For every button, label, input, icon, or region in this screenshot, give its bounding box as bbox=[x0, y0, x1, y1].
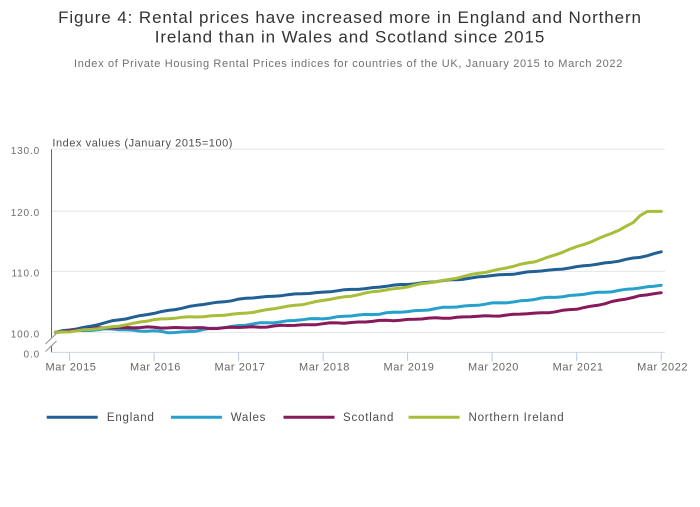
svg-text:Figure 4: Rental prices have i: Figure 4: Rental prices have increased m… bbox=[58, 8, 642, 27]
svg-text:Scotland: Scotland bbox=[343, 412, 394, 424]
svg-text:Index of Private Housing Renta: Index of Private Housing Rental Prices i… bbox=[74, 58, 623, 70]
svg-text:Northern Ireland: Northern Ireland bbox=[469, 412, 565, 424]
svg-text:0.0: 0.0 bbox=[24, 349, 40, 360]
svg-text:Mar 2022: Mar 2022 bbox=[637, 362, 688, 374]
svg-text:110.0: 110.0 bbox=[11, 268, 40, 279]
svg-text:Mar 2020: Mar 2020 bbox=[468, 362, 519, 374]
svg-text:Index values (January 2015=100: Index values (January 2015=100) bbox=[52, 138, 233, 150]
svg-text:Mar 2017: Mar 2017 bbox=[215, 362, 266, 374]
svg-text:Mar 2016: Mar 2016 bbox=[130, 362, 181, 374]
svg-text:Ireland than in Wales and Scot: Ireland than in Wales and Scotland since… bbox=[155, 28, 546, 47]
svg-text:England: England bbox=[107, 412, 155, 424]
svg-text:Mar 2015: Mar 2015 bbox=[46, 362, 97, 374]
svg-text:Mar 2018: Mar 2018 bbox=[299, 362, 350, 374]
svg-text:130.0: 130.0 bbox=[11, 146, 40, 157]
svg-text:100.0: 100.0 bbox=[11, 329, 40, 340]
svg-text:Wales: Wales bbox=[231, 412, 267, 424]
svg-text:120.0: 120.0 bbox=[11, 208, 40, 219]
svg-text:Mar 2021: Mar 2021 bbox=[553, 362, 604, 374]
svg-text:Mar 2019: Mar 2019 bbox=[384, 362, 435, 374]
